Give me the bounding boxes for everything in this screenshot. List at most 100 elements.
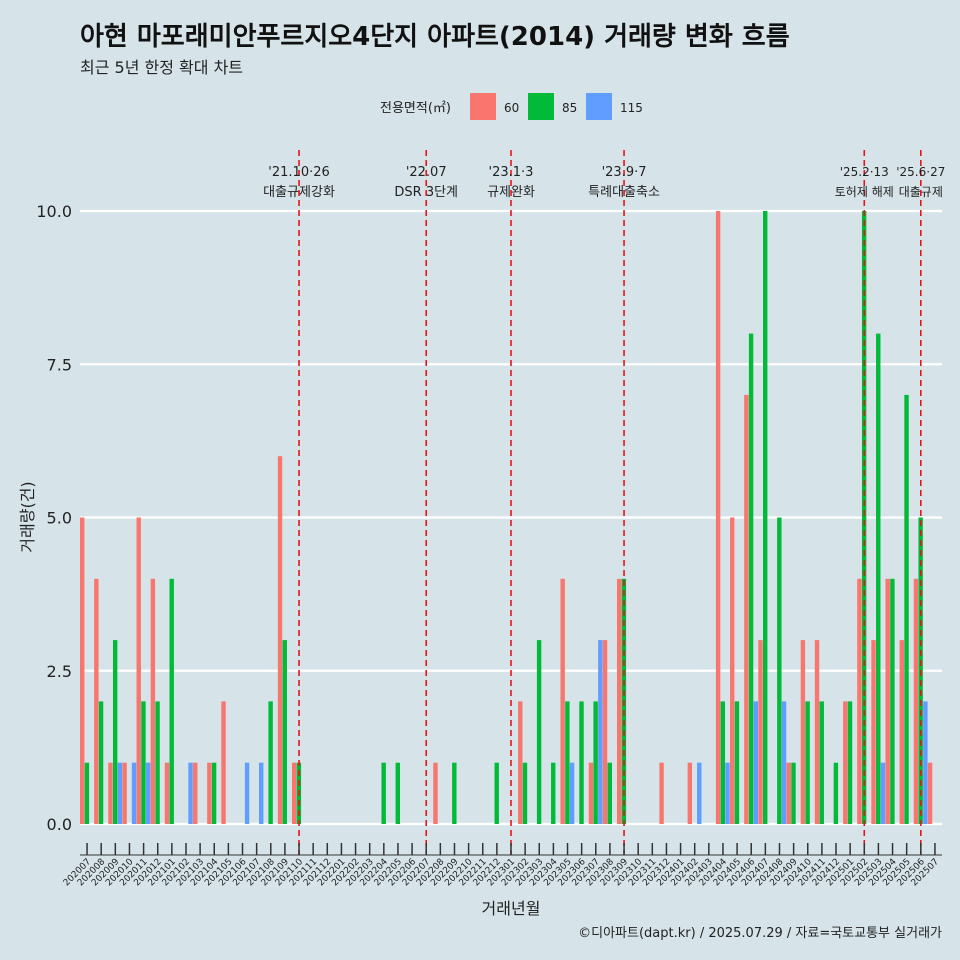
bar-60-202404	[715, 211, 721, 824]
bar-60-202012	[150, 578, 156, 824]
bar-60-202504	[885, 578, 890, 824]
bar-85-202009	[112, 640, 118, 824]
bar-60-202503	[871, 640, 876, 824]
chart-subtitle: 최근 5년 한정 확대 차트	[80, 58, 244, 77]
bar-60-202505	[899, 640, 905, 824]
chart-caption: ©디아파트(dapt.kr) / 2025.07.29 / 자료=국토교통부 실…	[578, 926, 942, 941]
bar-115-202305	[569, 762, 575, 824]
bar-85-202209	[452, 762, 457, 824]
event-label: 대출규제	[899, 185, 943, 199]
bar-115-202011	[145, 762, 151, 824]
bar-85-202502	[861, 211, 867, 824]
event-date-label: '25.6·27	[896, 165, 945, 179]
bar-60-202405	[730, 517, 735, 824]
bar-85-202302	[522, 762, 528, 824]
bar-60-202302	[518, 701, 523, 824]
bar-60-202407	[758, 640, 763, 824]
event-label: 규제완화	[487, 185, 535, 200]
bar-60-202410	[800, 640, 806, 824]
bar-60-202409	[786, 762, 791, 824]
bar-85-202405	[734, 701, 740, 824]
y-tick-label: 7.5	[47, 355, 72, 374]
bar-60-202309	[616, 578, 622, 824]
bar-85-202108	[268, 701, 273, 824]
bar-85-202504	[890, 578, 895, 824]
bar-60-202010	[122, 762, 127, 824]
bar-85-202404	[720, 701, 726, 824]
bar-85-202410	[805, 701, 810, 824]
legend-title: 전용면적(㎡)	[380, 101, 451, 116]
bar-115-202102	[188, 762, 193, 824]
bar-85-202212	[494, 762, 499, 824]
bar-60-202104	[207, 762, 212, 824]
bar-60-202110	[291, 762, 297, 824]
bar-60-202308	[602, 640, 608, 824]
bar-60-202008	[94, 578, 99, 824]
bar-85-202205	[395, 762, 401, 824]
bar-115-202307	[598, 640, 603, 824]
legend-label-85: 85	[562, 101, 577, 115]
bar-60-202406	[744, 394, 749, 824]
bar-85-202304	[551, 762, 556, 824]
legend-label-60: 60	[504, 101, 519, 115]
legend-swatch-60	[470, 93, 496, 120]
chart-title: 아현 마포래미안푸르지오4단지 아파트(2014) 거래량 변화 흐름	[80, 22, 790, 52]
bar-85-202409	[791, 762, 796, 824]
bar-85-202305	[565, 701, 570, 824]
event-date-label: '22.07	[406, 165, 447, 180]
bar-85-202012	[155, 701, 160, 824]
legend-swatch-115	[586, 93, 612, 120]
bar-85-202007	[84, 762, 90, 824]
bar-60-202402	[687, 762, 693, 824]
bar-85-202104	[211, 762, 217, 824]
y-axis-title: 거래량(건)	[18, 481, 37, 552]
bar-85-202307	[593, 701, 598, 824]
event-date-label: '21.10·26	[268, 165, 329, 180]
bar-60-202411	[814, 640, 820, 824]
bar-85-202406	[748, 333, 754, 824]
bar-115-202009	[117, 762, 123, 824]
event-date-label: '23.9·7	[602, 165, 647, 180]
bar-60-202109	[277, 456, 283, 824]
y-tick-label: 5.0	[47, 509, 72, 528]
legend-label-115: 115	[620, 101, 643, 115]
event-label: 특례대출축소	[588, 185, 660, 200]
legend-swatch-85	[528, 93, 554, 120]
event-date-label: '25.2·13	[840, 165, 889, 179]
y-tick-label: 2.5	[47, 662, 72, 681]
bar-85-202412	[833, 762, 839, 824]
event-label: DSR 3단계	[394, 185, 458, 200]
bar-60-202007	[80, 517, 85, 824]
bar-115-202106	[244, 762, 250, 824]
bar-60-202101	[164, 762, 170, 824]
bar-115-202406	[753, 701, 758, 824]
bar-85-202408	[777, 517, 782, 824]
bar-115-202107	[258, 762, 264, 824]
bar-60-202009	[108, 762, 113, 824]
bar-60-202105	[221, 701, 226, 824]
bar-85-202008	[98, 701, 104, 824]
bar-60-202305	[560, 578, 565, 824]
bar-85-202411	[819, 701, 824, 824]
bar-85-202109	[282, 640, 287, 824]
event-label: 대출규제강화	[263, 185, 335, 200]
bar-85-202505	[904, 394, 909, 824]
y-tick-label: 10.0	[36, 202, 72, 221]
bar-85-202011	[141, 701, 146, 824]
bar-60-202312	[659, 762, 664, 824]
bar-60-202011	[136, 517, 141, 824]
bar-115-202402	[697, 762, 702, 824]
bar-85-202204	[381, 762, 386, 824]
bar-85-202303	[536, 640, 542, 824]
bar-85-202503	[876, 333, 881, 824]
bar-85-202407	[763, 211, 768, 824]
bar-115-202503	[880, 762, 886, 824]
bar-60-202501	[843, 701, 848, 824]
bar-115-202010	[131, 762, 137, 824]
bar-115-202408	[781, 701, 787, 824]
bar-60-202502	[857, 578, 862, 824]
bar-60-202507	[927, 762, 933, 824]
bar-85-202306	[579, 701, 584, 824]
bar-60-202307	[588, 762, 594, 824]
